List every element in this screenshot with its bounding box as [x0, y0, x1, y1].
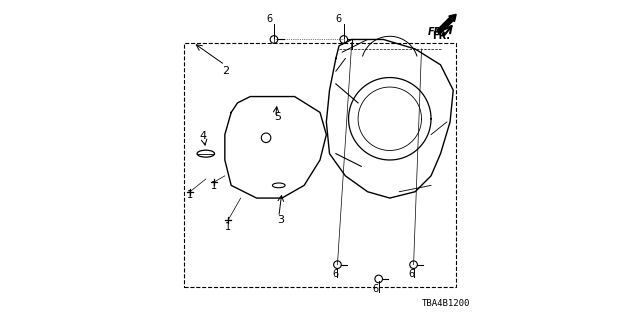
Text: 6: 6 [336, 14, 342, 24]
Text: 2: 2 [221, 66, 228, 76]
Text: 3: 3 [277, 215, 284, 226]
Text: 6: 6 [372, 284, 378, 294]
Text: 4: 4 [200, 132, 207, 141]
Text: 6: 6 [266, 14, 272, 24]
Text: 6: 6 [333, 269, 339, 279]
FancyArrow shape [437, 14, 456, 33]
Text: TBA4B1200: TBA4B1200 [422, 299, 470, 308]
Text: 6: 6 [409, 269, 415, 279]
Bar [184, 43, 456, 287]
Text: 1: 1 [211, 180, 217, 190]
Text: FR.: FR. [428, 27, 446, 37]
Text: 1: 1 [187, 190, 193, 200]
Text: 5: 5 [274, 112, 281, 122]
Text: FR.: FR. [433, 31, 451, 42]
Text: 1: 1 [225, 222, 231, 232]
